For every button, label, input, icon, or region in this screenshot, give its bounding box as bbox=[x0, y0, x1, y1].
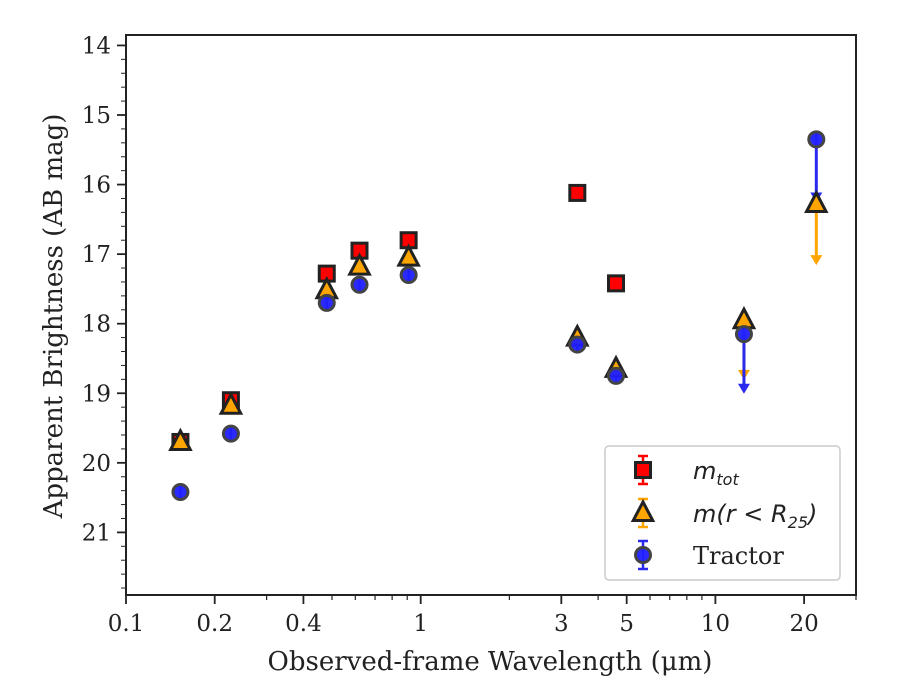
y-tick-label: 19 bbox=[82, 381, 111, 407]
data-point bbox=[607, 366, 626, 385]
data-point bbox=[568, 335, 587, 354]
x-tick-label: 0.2 bbox=[196, 611, 233, 637]
x-tick-label: 1 bbox=[413, 611, 428, 637]
x-tick-label: 3 bbox=[554, 611, 569, 637]
marker-layer bbox=[168, 130, 829, 502]
data-point bbox=[734, 325, 753, 344]
x-axis-label: Observed-frame Wavelength (μm) bbox=[268, 647, 713, 677]
y-tick-label: 18 bbox=[82, 312, 111, 338]
data-point bbox=[399, 266, 418, 284]
data-point bbox=[804, 189, 829, 214]
legend-entry: m(r < R25) bbox=[630, 497, 817, 532]
legend-entry: Tractor bbox=[634, 539, 784, 571]
data-point bbox=[317, 293, 336, 312]
y-tick-label: 14 bbox=[82, 33, 111, 59]
y-axis-label: Apparent Brightness (AB mag) bbox=[39, 114, 69, 520]
legend-marker bbox=[630, 498, 656, 522]
data-point bbox=[347, 252, 372, 276]
y-tick-label: 20 bbox=[82, 451, 111, 477]
legend-box bbox=[604, 445, 841, 581]
data-point bbox=[221, 424, 240, 443]
data-point bbox=[168, 427, 193, 451]
upper-limit-arrow bbox=[737, 383, 750, 394]
legend-marker bbox=[634, 461, 652, 479]
y-tick-label: 16 bbox=[82, 173, 111, 199]
x-tick-label: 0.4 bbox=[285, 611, 322, 637]
legend-label: m(r < R25) bbox=[693, 500, 817, 532]
data-point bbox=[607, 274, 626, 293]
data-point bbox=[350, 275, 369, 294]
series-circle-group bbox=[171, 130, 826, 502]
data-point bbox=[218, 391, 244, 415]
legend-entry: mtot bbox=[634, 454, 739, 489]
x-tick-label: 5 bbox=[619, 611, 634, 637]
axes-layer: 0.1 0.2 0.4 1 3 5 10 20 14 15 16 17 18 19 20 21 bbox=[82, 33, 857, 637]
data-point bbox=[807, 130, 826, 149]
plot-frame bbox=[125, 34, 857, 596]
y-tick-label: 21 bbox=[82, 520, 111, 546]
x-tick-label: 0.1 bbox=[108, 611, 145, 637]
upper-limit-arrow bbox=[810, 255, 823, 266]
y-tick-label: 15 bbox=[82, 103, 111, 129]
data-point bbox=[171, 483, 190, 502]
x-tick-label: 20 bbox=[789, 611, 818, 637]
x-tick-label: 10 bbox=[701, 611, 730, 637]
y-tick-label: 17 bbox=[82, 242, 111, 268]
data-point bbox=[396, 243, 421, 267]
legend-label: Tractor bbox=[693, 542, 784, 570]
legend-marker bbox=[634, 546, 652, 564]
data-point bbox=[568, 183, 587, 202]
legend: mtot m(r < R25) Tractor bbox=[604, 445, 841, 581]
legend-label: mtot bbox=[693, 457, 739, 489]
